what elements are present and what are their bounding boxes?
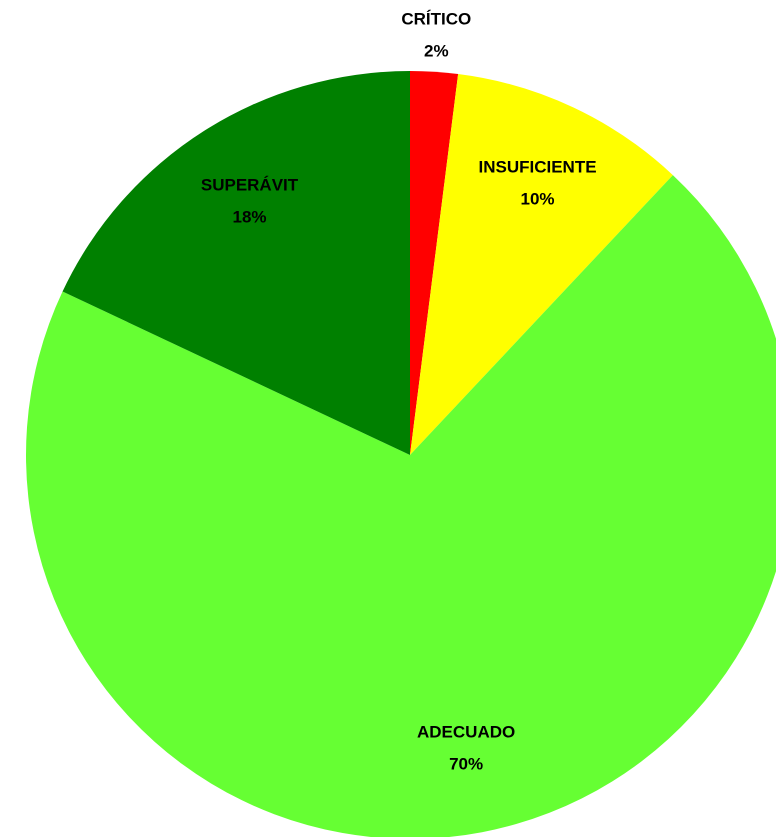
slice-label: SUPERÁVIT: [201, 176, 299, 195]
slice-value-label: 70%: [449, 755, 483, 774]
pie-slice: [62, 71, 410, 455]
pie-slice: [410, 71, 459, 455]
slice-label: CRÍTICO: [401, 9, 471, 28]
slice-label: INSUFICIENTE: [478, 157, 596, 176]
slice-value-label: 10%: [521, 189, 555, 208]
slice-label: ADECUADO: [417, 723, 515, 742]
pie-slice: [410, 74, 673, 455]
slice-value-label: 2%: [424, 41, 449, 60]
slice-value-label: 18%: [232, 208, 266, 227]
pie-slice: [26, 175, 776, 837]
